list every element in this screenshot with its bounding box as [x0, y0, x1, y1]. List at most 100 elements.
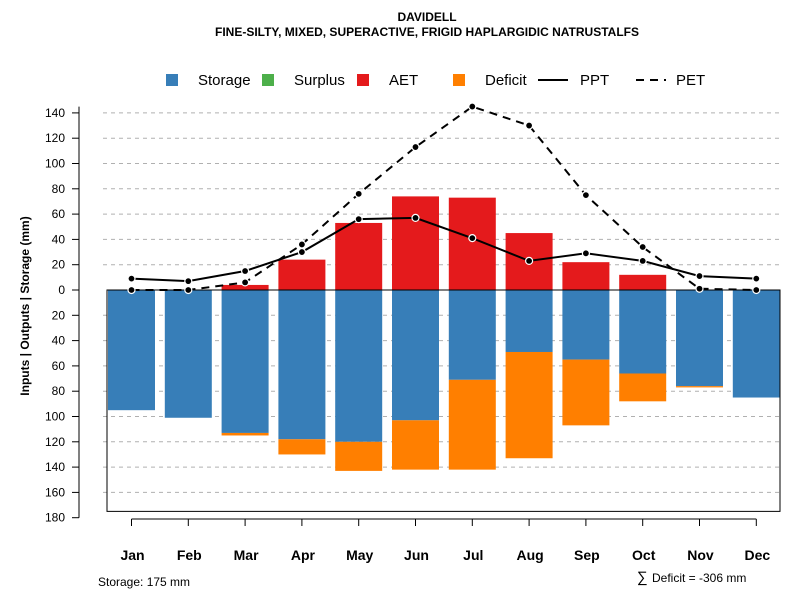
y-tick-label: 180: [45, 511, 65, 525]
storage-bar: [164, 290, 212, 418]
aet-bar: [278, 259, 326, 290]
y-tick-label: 80: [52, 182, 66, 196]
x-tick-label: Oct: [632, 547, 656, 563]
storage-bar: [278, 290, 326, 440]
pet-point: [752, 285, 761, 295]
storage-bar: [562, 290, 610, 360]
x-tick-label: Jul: [463, 547, 483, 563]
legend-label: PET: [676, 72, 705, 89]
x-tick-label: Dec: [744, 547, 770, 563]
series-lines: [127, 102, 761, 295]
pet-point: [411, 142, 420, 152]
storage-bar: [392, 290, 439, 421]
chart-title: DAVIDELL: [397, 10, 456, 24]
legend-swatch: [262, 74, 274, 86]
y-tick-label: 20: [52, 308, 66, 322]
storage-note: Storage: 175 mm: [98, 575, 190, 589]
legend-swatch: [166, 74, 178, 86]
y-tick-label: 40: [52, 334, 66, 348]
deficit-bar: [335, 441, 383, 471]
x-tick-label: Jan: [120, 547, 144, 563]
aet-bar: [221, 284, 269, 290]
deficit-bar: [562, 359, 610, 426]
y-tick-label: 80: [52, 384, 66, 398]
x-tick-label: Feb: [177, 547, 202, 563]
x-tick-label: Sep: [574, 547, 600, 563]
pet-line: [131, 105, 757, 291]
storage-bar: [619, 290, 667, 374]
legend-swatch: [453, 74, 465, 86]
ppt-point: [354, 215, 363, 224]
pet-point: [524, 121, 534, 130]
deficit-bar: [278, 439, 326, 455]
legend-label: Storage: [198, 72, 251, 89]
pet-point: [354, 189, 363, 198]
ppt-point: [638, 256, 647, 266]
deficit-symbol: ∑: [637, 569, 648, 586]
deficit-note: Deficit = -306 mm: [652, 571, 746, 585]
deficit-bar: [505, 351, 553, 459]
ppt-point: [184, 277, 193, 286]
pet-point: [127, 285, 136, 295]
x-tick-label: Apr: [291, 547, 316, 563]
ppt-point: [468, 234, 477, 243]
x-tick-label: Jun: [404, 547, 429, 563]
pet-point: [695, 284, 704, 293]
aet-bar: [392, 196, 439, 290]
storage-bar: [448, 290, 496, 380]
bars: [106, 196, 781, 512]
pet-point: [241, 278, 250, 287]
pet-point: [184, 285, 193, 295]
deficit-bar: [619, 373, 667, 402]
storage-bar: [505, 290, 553, 352]
legend-label: Deficit: [485, 72, 528, 89]
y-tick-label: 0: [58, 283, 65, 297]
ppt-point: [127, 274, 136, 283]
pet-point: [297, 240, 306, 249]
x-axis: Jan Feb Mar Apr May Jun Jul Aug Sep Oct Nov Dec: [120, 518, 770, 563]
y-axis: 140 120 100 80 60 40 20 0 20 40 60 80 100 120 140 160 18…: [45, 106, 80, 525]
y-tick-label: 140: [45, 106, 65, 120]
y-tick-label: 100: [45, 157, 65, 171]
legend: Storage Surplus AET Deficit PPT PET: [166, 72, 705, 89]
deficit-bar: [392, 420, 439, 470]
ppt-line: [131, 216, 757, 283]
ppt-point: [752, 274, 761, 283]
y-tick-label: 160: [45, 485, 65, 499]
y-tick-label: 40: [52, 232, 66, 246]
aet-bar: [335, 222, 383, 290]
ppt-point: [524, 256, 534, 266]
chart-subtitle: FINE-SILTY, MIXED, SUPERACTIVE, FRIGID H…: [215, 25, 639, 39]
grid-lines: [103, 112, 780, 493]
ppt-point: [581, 249, 591, 258]
storage-bar: [676, 290, 723, 387]
pet-point: [468, 102, 477, 111]
y-axis-label: Inputs | Outputs | Storage (mm): [18, 216, 32, 395]
y-tick-label: 60: [52, 207, 66, 221]
aet-bar: [562, 262, 610, 290]
y-tick-label: 100: [45, 410, 65, 424]
y-tick-label: 120: [45, 435, 65, 449]
aet-bar: [619, 274, 667, 290]
x-tick-label: Mar: [234, 547, 259, 563]
deficit-bar: [221, 432, 269, 436]
legend-swatch: [357, 74, 369, 86]
storage-bar: [108, 290, 155, 411]
ppt-point: [241, 266, 250, 276]
x-tick-label: Aug: [516, 547, 543, 563]
ppt-point: [297, 247, 306, 257]
pet-point: [638, 242, 647, 252]
storage-bar: [221, 290, 269, 433]
legend-label: Surplus: [294, 72, 345, 89]
y-tick-label: 120: [45, 131, 65, 145]
pet-point: [581, 191, 591, 200]
y-tick-label: 140: [45, 460, 65, 474]
y-tick-label: 20: [52, 258, 66, 272]
deficit-bar: [448, 379, 496, 470]
x-tick-label: May: [346, 547, 373, 563]
x-tick-label: Nov: [687, 547, 714, 563]
deficit-bar: [676, 386, 723, 388]
ppt-point: [411, 213, 420, 222]
legend-label: PPT: [580, 72, 609, 89]
